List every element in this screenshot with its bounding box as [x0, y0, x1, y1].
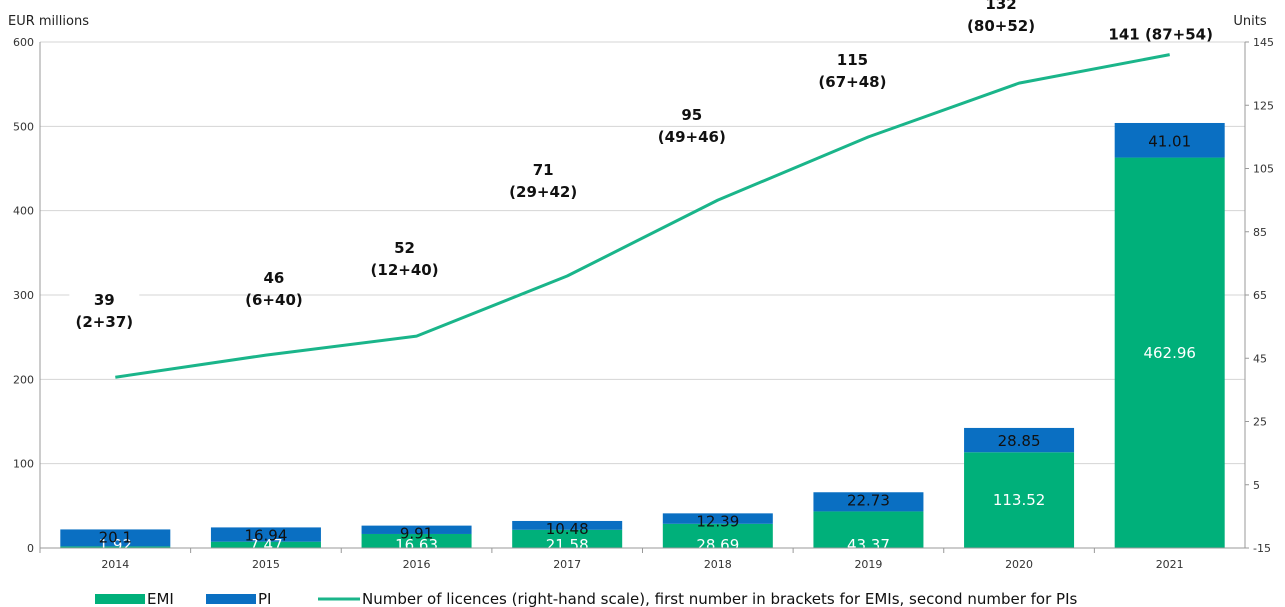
- bar-emi: [512, 529, 623, 548]
- annotation-text: 71: [533, 161, 554, 179]
- line-annotation: 141 (87+54): [1108, 26, 1213, 44]
- x-tick-label: 2015: [252, 558, 280, 571]
- bar-pi: [1114, 122, 1225, 158]
- x-tick-label: 2017: [553, 558, 581, 571]
- value-label-emi: 1.92: [99, 536, 132, 554]
- bar-pi: [964, 427, 1075, 453]
- value-label-pi: 9.91: [400, 525, 433, 543]
- line-annotation: 95 (49+46): [658, 106, 726, 146]
- x-tick-label: 2019: [854, 558, 882, 571]
- y-axis-label: EUR millions: [8, 14, 89, 29]
- annotation-text: 115: [837, 51, 868, 69]
- value-label-pi: 12.39: [696, 512, 739, 530]
- axes: 0100200300400500600-15525456585105125145…: [13, 36, 1274, 571]
- licence-line: [115, 53, 1170, 379]
- annotation-text: (67+48): [818, 73, 886, 91]
- value-label-emi: 16.63: [395, 536, 438, 554]
- annotation-text: 141 (87+54): [1108, 26, 1213, 44]
- value-label-emi: 113.52: [993, 491, 1046, 509]
- value-label-emi: 43.37: [847, 536, 890, 554]
- gridlines: [40, 41, 1245, 465]
- bar-emi: [361, 533, 472, 548]
- annotation-text: 39: [94, 291, 115, 309]
- annotation-text: 52: [394, 239, 415, 257]
- y2-tick-label: 85: [1253, 226, 1267, 239]
- value-label-emi: 28.69: [696, 536, 739, 554]
- value-label-emi: 21.58: [546, 536, 589, 554]
- annotation-text: (6+40): [245, 291, 303, 309]
- x-tick-label: 2021: [1156, 558, 1184, 571]
- bar-emi: [60, 546, 171, 548]
- bar-pi: [210, 527, 321, 542]
- annotation-text: (12+40): [371, 261, 439, 279]
- value-label-pi: 22.73: [847, 491, 890, 509]
- value-label-pi: 28.85: [998, 432, 1041, 450]
- value-label-pi: 16.94: [244, 526, 287, 544]
- bar-emi: [964, 452, 1075, 548]
- legend-label-emi: EMI: [147, 590, 174, 607]
- bar-emi: [662, 523, 773, 548]
- value-label-pi: 41.01: [1148, 132, 1191, 150]
- y2-tick-label: 45: [1253, 352, 1267, 365]
- value-label-emi: 7.47: [249, 536, 282, 554]
- y-tick-label: 300: [13, 289, 34, 302]
- x-tick-label: 2020: [1005, 558, 1033, 571]
- value-label-pi: 20.1: [99, 528, 132, 546]
- line-annotation: 46 (6+40): [245, 269, 303, 309]
- y2-tick-label: 145: [1253, 36, 1274, 49]
- y-tick-label: 500: [13, 120, 34, 133]
- y2-tick-label: -15: [1253, 542, 1271, 555]
- legend-label-pi: PI: [258, 590, 271, 607]
- line-annotation: 39 (2+37): [69, 285, 140, 338]
- y-tick-label: 100: [13, 458, 34, 471]
- licence-line-layer: 39 (2+37) 46 (6+40) 52 (12+40) 71 (29+42) 95 (49+…: [69, 0, 1213, 379]
- legend: EMI PI Number of licences (right-hand sc…: [95, 590, 1077, 607]
- annotation-text: (80+52): [967, 17, 1035, 35]
- bar-emi: [210, 541, 321, 548]
- y-tick-label: 200: [13, 373, 34, 386]
- value-label-emi: 462.96: [1143, 344, 1196, 362]
- x-tick-label: 2014: [101, 558, 129, 571]
- y2-tick-label: 105: [1253, 163, 1274, 176]
- bar-emi: [813, 511, 924, 548]
- y-tick-label: 600: [13, 36, 34, 49]
- annotation-text: (2+37): [76, 313, 134, 331]
- y2-tick-label: 65: [1253, 289, 1267, 302]
- legend-label-licences: Number of licences (right-hand scale), f…: [362, 590, 1077, 607]
- x-tick-label: 2016: [403, 558, 431, 571]
- x-tick-label: 2018: [704, 558, 732, 571]
- line-annotation: 132 (80+52): [967, 0, 1035, 35]
- bar-emi: [1114, 157, 1225, 548]
- y2-tick-label: 5: [1253, 479, 1260, 492]
- legend-swatch-emi: [95, 594, 145, 604]
- bar-pi: [60, 529, 171, 547]
- legend-swatch-pi: [206, 594, 256, 604]
- bar-pi: [512, 520, 623, 530]
- bar-pi: [662, 513, 773, 524]
- y-tick-label: 0: [27, 542, 34, 555]
- annotation-box: [69, 285, 140, 338]
- y2-axis-label: Units: [1233, 14, 1266, 29]
- line-annotation: 52 (12+40): [371, 239, 439, 279]
- bar-pi: [813, 492, 924, 512]
- y2-tick-label: 125: [1253, 99, 1274, 112]
- line-annotation: 115 (67+48): [818, 51, 886, 91]
- value-label-pi: 10.48: [546, 520, 589, 538]
- annotation-text: (49+46): [658, 128, 726, 146]
- annotation-text: (29+42): [509, 183, 577, 201]
- bar-pi: [361, 525, 472, 534]
- y-tick-label: 400: [13, 205, 34, 218]
- annotation-text: 132: [985, 0, 1016, 13]
- line-annotation: 71 (29+42): [509, 161, 577, 201]
- annotation-text: 95: [681, 106, 702, 124]
- annotation-text: 46: [264, 269, 285, 287]
- y2-tick-label: 25: [1253, 416, 1267, 429]
